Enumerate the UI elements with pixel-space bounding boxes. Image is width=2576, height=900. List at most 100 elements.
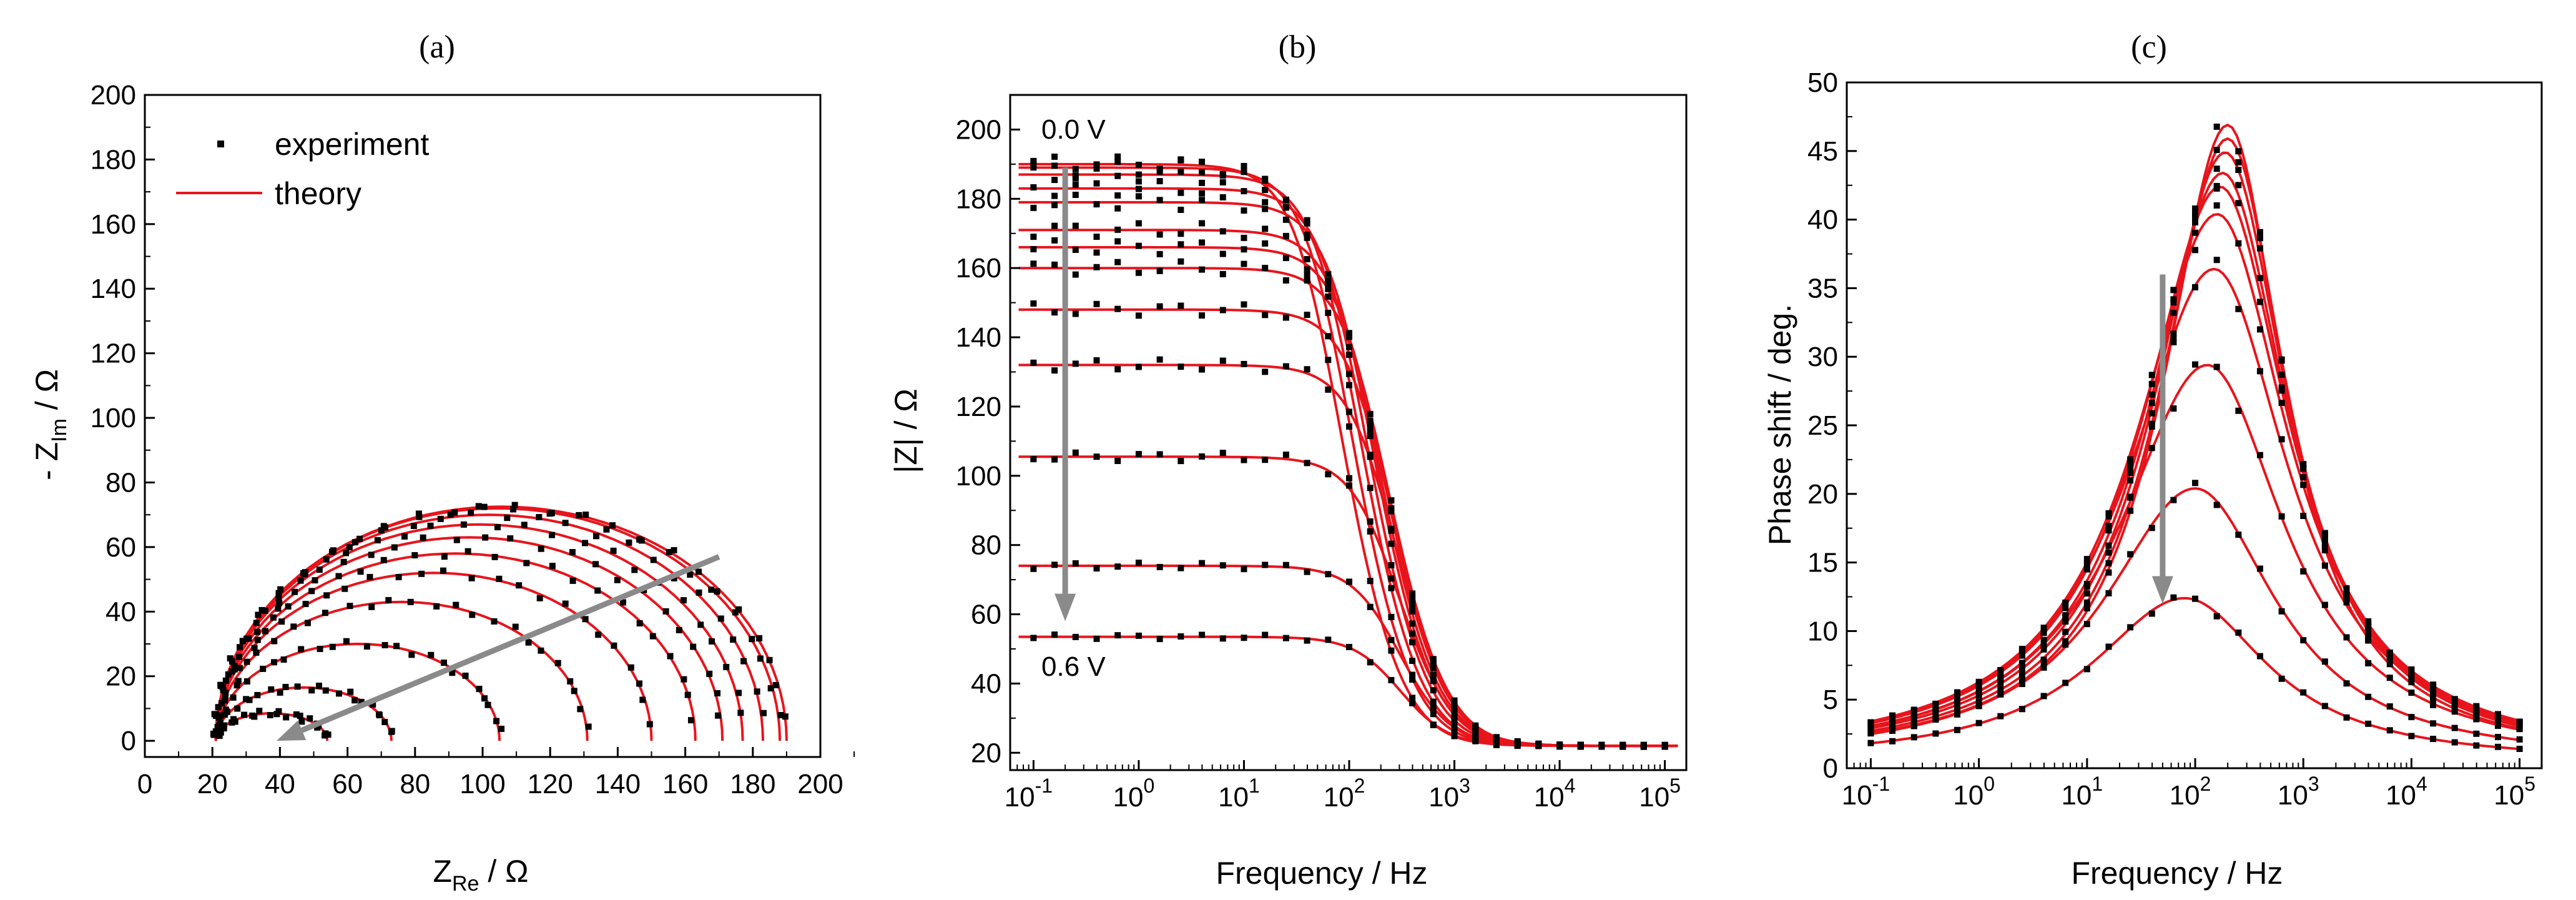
experiment-point-b [1072, 271, 1079, 278]
experiment-point-b [1409, 593, 1416, 600]
experiment-point-a [229, 658, 235, 665]
experiment-point-a [740, 658, 747, 665]
experiment-point-c [2343, 595, 2350, 602]
experiment-point-b [1388, 636, 1395, 643]
experiment-point-a [291, 588, 298, 595]
experiment-point-a [368, 551, 375, 558]
experiment-point-b [1388, 647, 1395, 654]
experiment-point-a [328, 548, 335, 555]
experiment-point-a [511, 502, 518, 508]
experiment-point-b [1051, 192, 1058, 199]
experiment-point-a [428, 651, 435, 658]
experiment-point-a [267, 712, 273, 719]
experiment-point-a [357, 568, 364, 575]
experiment-point-a [697, 621, 704, 628]
experiment-point-c [2105, 560, 2112, 566]
experiment-point-c [2343, 680, 2350, 687]
theory-curve-c [1871, 171, 2520, 728]
experiment-point-b [1072, 360, 1079, 367]
y-axis-label-c: Phase shift / deg. [1762, 304, 1797, 545]
experiment-point-b [1409, 639, 1416, 646]
experiment-point-c [2213, 185, 2220, 192]
experiment-point-a [420, 534, 426, 541]
experiment-point-a [482, 534, 489, 541]
experiment-point-c [1975, 720, 1982, 726]
theory-curve-c [1870, 185, 2520, 724]
y-tick-label-b: 140 [956, 322, 1001, 353]
experiment-point-b [1114, 632, 1121, 639]
experiment-point-c [1867, 719, 1874, 726]
experiment-point-a [749, 636, 755, 643]
theory-curve-a [214, 536, 724, 741]
experiment-point-c [2083, 621, 2090, 628]
experiment-point-b [1325, 571, 1332, 578]
experiment-point-b [1451, 717, 1458, 724]
experiment-point-b [1620, 742, 1626, 749]
experiment-point-a [767, 685, 774, 692]
experiment-point-a [549, 563, 556, 570]
experiment-point-a [418, 570, 425, 577]
experiment-point-c [2170, 330, 2177, 337]
experiment-point-c [2148, 400, 2155, 407]
experiment-point-b [1219, 562, 1226, 569]
experiment-point-c [2256, 326, 2263, 333]
experiment-point-b [1262, 631, 1269, 638]
experiment-point-b [1114, 238, 1121, 245]
experiment-point-c [2278, 608, 2285, 615]
experiment-point-a [592, 561, 599, 568]
experiment-point-b [1199, 169, 1206, 176]
experiment-point-c [2083, 666, 2090, 673]
experiment-point-a [680, 597, 687, 604]
experiment-point-b [1345, 578, 1352, 585]
experiment-point-c [2386, 727, 2393, 734]
experiment-point-b [1177, 363, 1184, 370]
experiment-point-a [510, 506, 517, 513]
experiment-point-b [1093, 264, 1100, 270]
experiment-point-b [1135, 220, 1142, 227]
y-tick-label-a: 0 [121, 726, 136, 756]
experiment-point-a [280, 656, 287, 663]
y-tick-label-c: 30 [1807, 342, 1838, 372]
nyquist-panel: (a) 0 20 40 60 80 100 120 140 160 180 200 0 20 40 60 8… [29, 29, 855, 896]
experiment-point-c [2235, 240, 2242, 247]
experiment-point-b [1345, 344, 1352, 350]
experiment-point-c [2321, 658, 2328, 665]
experiment-point-b [1072, 191, 1079, 198]
experiment-point-c [1954, 703, 1960, 710]
experiment-point-a [546, 510, 553, 517]
experiment-point-b [1219, 179, 1226, 185]
experiment-point-c [2516, 726, 2523, 733]
experiment-point-c [2278, 675, 2285, 682]
experiment-point-a [577, 706, 584, 713]
experiment-point-c [2127, 477, 2134, 484]
experiment-point-a [254, 691, 261, 698]
experiment-point-a [275, 708, 282, 715]
experiment-point-a [649, 633, 656, 640]
experiment-point-b [1388, 575, 1395, 582]
experiment-point-a [610, 547, 617, 554]
experiment-point-a [374, 537, 381, 544]
plot-frame-b [1009, 94, 1688, 771]
experiment-point-c [2235, 305, 2242, 312]
experiment-point-b [1093, 249, 1100, 256]
experiment-point-a [481, 503, 488, 510]
y-tick-label-a: 200 [91, 80, 136, 111]
experiment-point-a [723, 664, 730, 671]
experiment-point-a [592, 533, 599, 540]
y-tick-label-c: 35 [1807, 273, 1838, 304]
experiment-point-a [595, 631, 602, 638]
experiment-point-c [2386, 656, 2393, 663]
trend-arrow-a [276, 554, 720, 741]
experiment-point-a [662, 608, 669, 615]
experiment-point-b [1199, 197, 1206, 204]
experiment-point-b [1304, 568, 1310, 575]
experiment-point-a [576, 512, 583, 518]
experiment-point-b [1241, 162, 1247, 169]
experiment-point-a [714, 690, 721, 696]
experiment-point-b [1451, 697, 1458, 704]
experiment-point-a [215, 723, 222, 729]
experiment-point-b [1177, 189, 1184, 196]
experiment-point-c [2018, 681, 2025, 688]
experiment-point-b [1388, 527, 1395, 534]
theory-curve-a [214, 513, 764, 741]
